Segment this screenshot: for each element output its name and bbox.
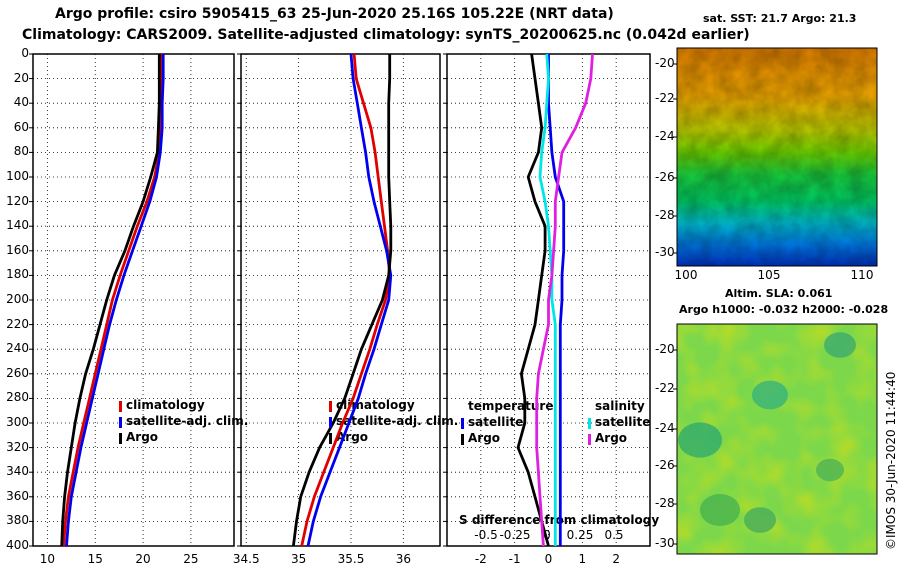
series-0-2 [60,54,161,547]
legend-mark-sal-sat [588,418,591,429]
depth-tick-80: 80 [13,144,29,159]
sst-lat-tick-1: -22 [655,91,675,105]
series-1-0 [300,53,392,547]
x-tick-1-1: 35 [290,552,307,566]
legend-argo: Argo [126,430,159,444]
legend-mark-clim [119,401,122,412]
legend-mark-clim-s [329,401,332,412]
depth-tick-360: 360 [6,488,29,503]
secondary-tick-0: -0.5 [474,528,498,542]
legend-temperature-title: temperature [468,399,554,413]
title-line-1: Argo profile: csiro 5905415_63 25-Jun-20… [55,6,614,22]
x-tick-2-3: 1 [578,552,587,566]
x-tick-2-1: -1 [508,552,521,566]
sla-low-2 [824,332,856,358]
x-tick-0-1: 15 [87,552,103,566]
legend-climatology: climatology [126,398,205,412]
depth-tick-0: 0 [21,46,29,60]
sla-low-5 [744,507,776,533]
legend-temp-argo: Argo [468,431,501,445]
sla-low-1 [752,380,788,410]
depth-tick-300: 300 [6,415,29,429]
panel-frame-1 [240,53,441,547]
sla-lat-tick-3: -26 [655,458,675,472]
sst-map-title: sat. SST: 21.7 Argo: 21.3 [703,12,857,25]
legend-mark-temp-argo [461,434,464,445]
series-0-0 [62,54,163,547]
x-tick-1-2: 35.5 [337,552,365,566]
series-2-1 [516,53,550,547]
x-tick-0-0: 10 [39,552,55,566]
legend-mark-argo [119,433,122,444]
x-tick-1-3: 36 [395,552,411,566]
depth-tick-100: 100 [6,169,29,183]
depth-tick-380: 380 [6,513,29,528]
depth-tick-280: 280 [6,390,29,405]
secondary-tick-2: 0 [543,528,551,542]
secondary-tick-3: 0.25 [566,528,594,542]
depth-tick-60: 60 [13,119,29,134]
sla-lat-tick-2: -24 [655,421,675,435]
x-tick-0-3: 25 [183,552,199,566]
legend-sal-satellite: satellite [595,415,651,429]
series-2-0 [547,54,566,546]
legend-mark-sal-argo [588,434,591,445]
sst-map-frame [676,47,878,267]
depth-tick-200: 200 [6,292,29,306]
depth-tick-180: 180 [6,267,29,282]
sla-map-subtitle: Argo h1000: -0.032 h2000: -0.028 [679,303,889,316]
legend-mark-sat [119,417,122,428]
sla-lat-tick-1: -22 [655,381,675,395]
legend-mark-sat-s [329,417,332,428]
sla-map-frame [676,323,878,555]
legend-temp-satellite: satellite [468,415,524,429]
series-2-3 [535,53,594,547]
depth-tick-220: 220 [6,316,29,331]
depth-tick-240: 240 [6,341,29,356]
sla-lat-tick-4: -28 [655,496,675,510]
depth-tick-120: 120 [6,193,29,208]
depth-tick-140: 140 [6,218,29,233]
depth-tick-320: 320 [6,439,29,454]
title-line-2: Climatology: CARS2009. Satellite-adjuste… [22,27,750,43]
x-tick-1-0: 34.5 [232,552,260,566]
depth-tick-260: 260 [6,365,29,380]
sst-lon-tick-0: 100 [674,268,698,282]
depth-tick-40: 40 [13,95,29,110]
sla-map-title: Altim. SLA: 0.061 [725,287,833,300]
x-tick-0-2: 20 [135,552,151,566]
legend-sal-argo: Argo [595,431,628,445]
x-tick-2-0: -2 [474,552,487,566]
legend-mark-temp-sat [461,418,464,429]
legend-satellite-adj: satellite-adj. clim. [126,414,249,428]
depth-tick-20: 20 [13,70,29,85]
sla-low-3 [700,494,740,526]
series-2-2 [538,53,557,546]
sla-lat-tick-0: -20 [655,342,675,356]
legend-mark-argo-s [329,433,332,444]
sst-lat-tick-2: -24 [655,129,675,143]
sst-lat-tick-4: -28 [655,208,675,222]
sst-lon-tick-1: 105 [757,268,781,282]
depth-tick-340: 340 [6,464,29,479]
legend-satellite-adj-s: satellite-adj. clim. [336,414,459,428]
series-1-2 [292,54,393,547]
sla-low-0 [678,422,722,458]
sst-lon-tick-2: 110 [850,268,874,282]
sst-lat-tick-3: -26 [655,170,675,184]
series-1-1 [306,53,393,547]
sla-low-4 [816,458,844,482]
legend-salinity-title: salinity [595,399,645,413]
x-tick-2-2: 0 [544,552,553,566]
sst-lat-tick-0: -20 [655,56,675,70]
sla-lat-tick-5: -30 [655,536,675,550]
x-tick-2-4: 2 [612,552,620,566]
sst-lat-tick-5: -30 [655,245,675,259]
depth-tick-160: 160 [6,242,29,257]
secondary-tick-4: 0.5 [604,528,624,542]
series-0-1 [65,54,165,547]
sst-map-texture [677,48,877,266]
depth-tick-400: 400 [6,538,29,552]
